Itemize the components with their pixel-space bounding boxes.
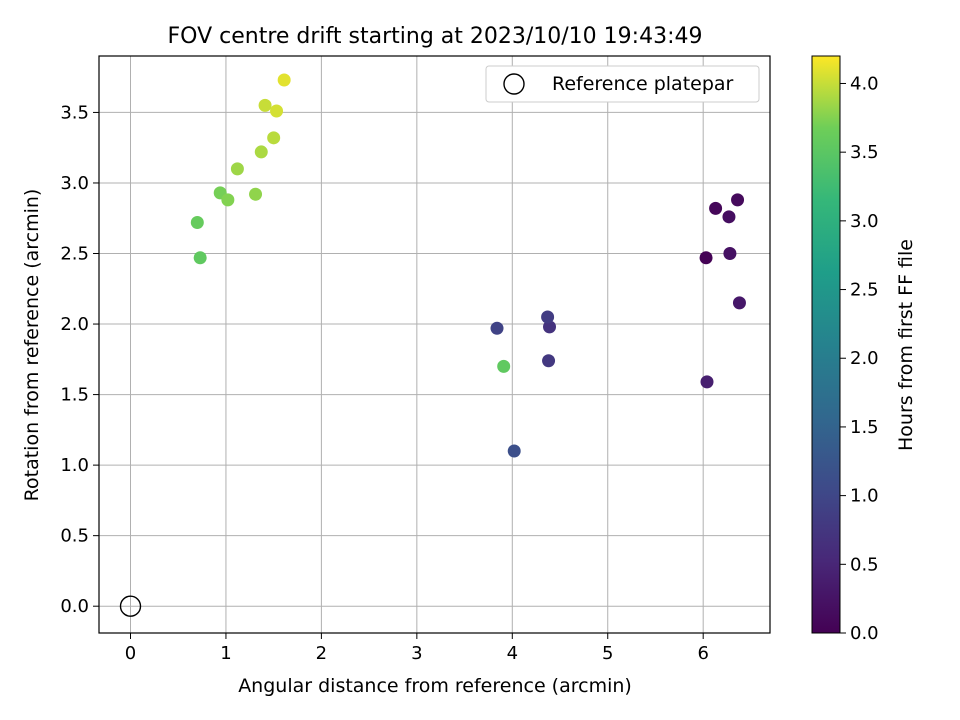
data-point [270,104,284,118]
colorbar: 0.0 0.5 1.0 1.5 2.0 2.5 3.0 3.5 4.0 Hours from f… [811,55,917,644]
data-points [119,73,746,617]
data-point [190,215,204,229]
data-point [249,187,263,201]
colorbar-tick-label: 3.5 [850,142,879,163]
legend-entry-reference: Reference platepar [552,73,734,95]
data-point [230,162,244,176]
legend-box [485,65,760,103]
grid [99,56,770,633]
x-tick-label: 4 [507,643,518,664]
data-point [543,320,557,334]
data-point [254,145,268,159]
data-point [700,375,714,389]
data-point [277,73,291,87]
data-point [542,354,556,368]
y-tick-label: 1.0 [60,455,89,476]
data-point [699,251,713,265]
colorbar-gradient [812,56,840,633]
colorbar-tick-label: 2.0 [850,348,879,369]
x-tick-label: 0 [125,643,136,664]
x-axis-ticks: 0 1 2 3 4 5 6 [125,633,709,664]
data-point [221,193,235,207]
data-point [709,201,723,215]
y-tick-label: 2.0 [60,314,89,335]
y-tick-label: 1.5 [60,385,89,406]
y-axis-ticks: 0.0 0.5 1.0 1.5 2.0 2.5 3.0 3.5 [60,102,99,617]
data-point [497,359,511,373]
data-point [722,210,736,224]
colorbar-tick-label: 1.5 [850,417,879,438]
plot-frame [98,55,771,634]
x-tick-label: 5 [602,643,613,664]
colorbar-tick-label: 4.0 [850,73,879,94]
y-tick-label: 0.5 [60,526,89,547]
colorbar-tick-label: 3.0 [850,211,879,232]
data-point [731,193,745,207]
x-tick-label: 2 [316,643,327,664]
x-tick-label: 6 [697,643,708,664]
legend-marker-reference [503,73,525,95]
data-point [490,321,504,335]
data-point [193,251,207,265]
y-tick-label: 2.5 [60,244,89,265]
chart-title: FOV centre drift starting at 2023/10/10 … [168,24,703,49]
colorbar-tick-label: 1.0 [850,486,879,507]
data-point [723,247,737,261]
x-tick-label: 3 [411,643,422,664]
data-point [258,98,272,112]
data-point [732,296,746,310]
data-point [507,444,521,458]
colorbar-label: Hours from first FF file [895,239,917,451]
x-tick-label: 1 [220,643,231,664]
colorbar-frame [811,55,841,634]
legend: Reference platepar [485,65,760,103]
colorbar-ticks: 0.0 0.5 1.0 1.5 2.0 2.5 3.0 3.5 4.0 [840,73,879,644]
reference-platepar-marker [119,595,142,617]
colorbar-tick-label: 0.5 [850,554,879,575]
y-axis-label: Rotation from reference (arcmin) [21,189,43,502]
colorbar-tick-label: 2.5 [850,280,879,301]
data-point [541,310,555,324]
y-tick-label: 3.5 [60,102,89,123]
y-tick-label: 0.0 [60,596,89,617]
y-tick-label: 3.0 [60,173,89,194]
colorbar-tick-label: 0.0 [850,623,879,644]
x-axis-label: Angular distance from reference (arcmin) [238,675,632,697]
data-point [267,131,281,145]
